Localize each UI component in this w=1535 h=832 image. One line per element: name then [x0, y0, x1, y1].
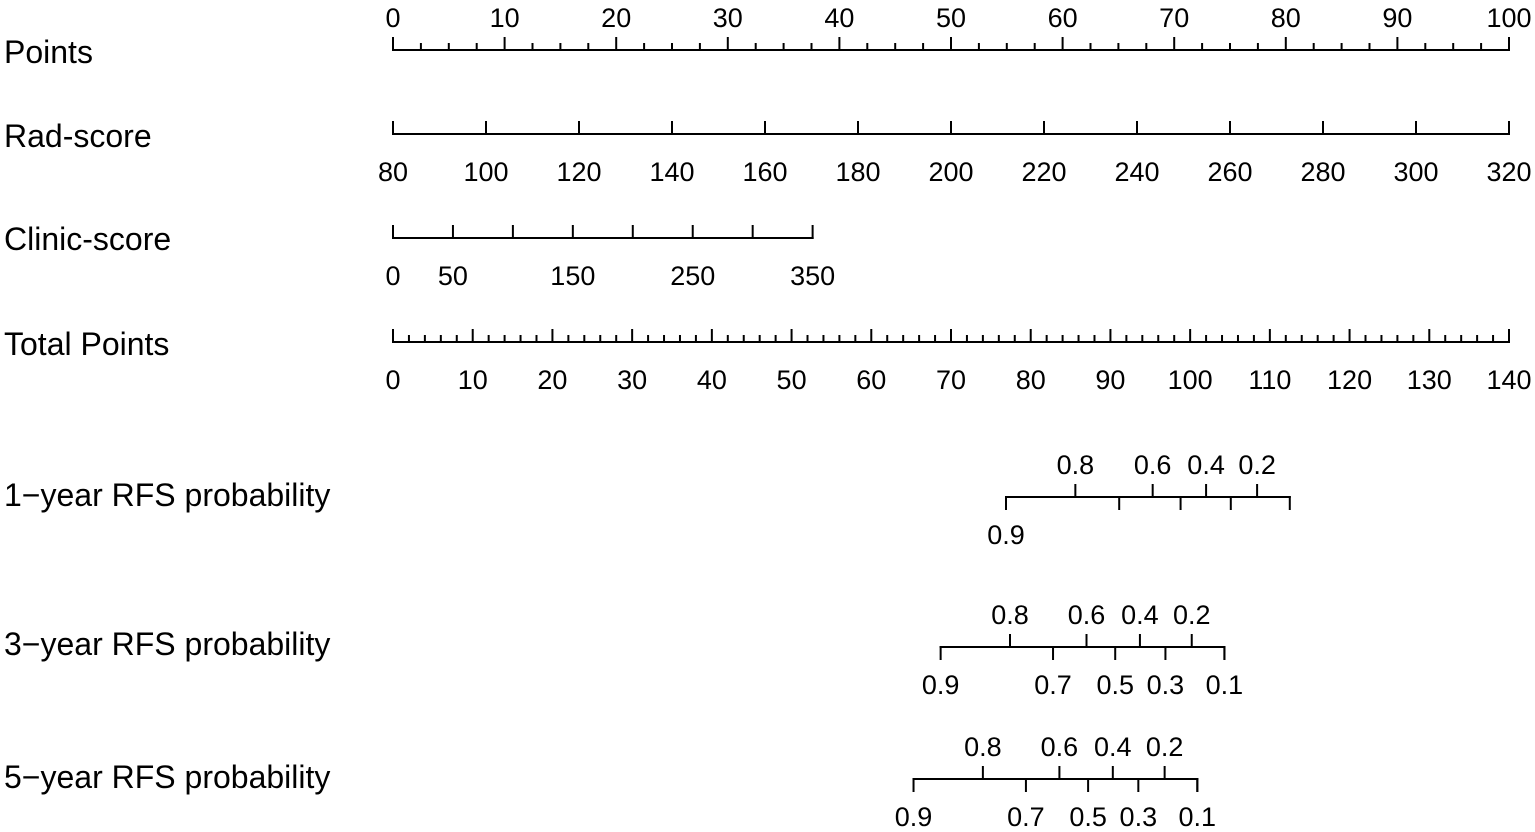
points-scale: 0 10 20 30 40 50 60 70 80 90 100 — [385, 3, 1532, 51]
total-points-tick-label: 120 — [1327, 365, 1372, 395]
clinic-score-tick-label: 350 — [790, 261, 835, 291]
rad-score-tick-label: 200 — [928, 157, 973, 187]
rfs-3-year-tick-label: 0.5 — [1096, 670, 1134, 700]
points-tick-label: 40 — [824, 3, 854, 33]
total-points-tick-label: 0 — [385, 365, 400, 395]
total-points-tick-label: 110 — [1248, 365, 1291, 395]
rfs-3-year-tick-label: 0.6 — [1068, 600, 1106, 630]
rad-score-tick-label: 100 — [463, 157, 508, 187]
points-tick-label: 0 — [385, 3, 400, 33]
rfs-3-year-tick-label: 0.9 — [922, 670, 960, 700]
rfs-3-year-tick-label: 0.4 — [1121, 600, 1159, 630]
points-row-label: Points — [4, 34, 93, 70]
rfs-1-year-tick-label: 0.8 — [1057, 450, 1095, 480]
total-points-scale: 0 10 20 30 40 50 60 70 80 90 100 110 120 130 140 — [385, 329, 1532, 395]
rfs-3-year-row-label: 3−year RFS probability — [4, 626, 330, 662]
rad-score-tick-label: 180 — [835, 157, 880, 187]
rfs-3-year-tick-label: 0.1 — [1206, 670, 1244, 700]
clinic-score-row: Clinic-score 0 50 150 250 350 — [4, 221, 835, 291]
total-points-row-label: Total Points — [4, 326, 169, 362]
rfs-3-year-tick-label: 0.8 — [991, 600, 1029, 630]
rfs-5-year-row: 5−year RFS probability 0.90.80.70.60.50.… — [4, 732, 1216, 832]
rad-score-tick-label: 80 — [378, 157, 408, 187]
total-points-tick-label: 60 — [856, 365, 886, 395]
points-tick-label: 10 — [490, 3, 520, 33]
rfs-5-year-tick-label: 0.3 — [1120, 802, 1158, 832]
points-tick-label: 60 — [1048, 3, 1078, 33]
rfs-5-year-tick-label: 0.9 — [895, 802, 933, 832]
rad-score-row: Rad-score 80 100 120 140 160 180 200 220 240 260 2… — [4, 118, 1532, 187]
points-tick-label: 80 — [1271, 3, 1301, 33]
clinic-score-tick-label: 0 — [385, 261, 400, 291]
rfs-1-year-tick-label: 0.6 — [1134, 450, 1172, 480]
total-points-tick-label: 50 — [777, 365, 807, 395]
total-points-tick-label: 10 — [458, 365, 488, 395]
total-points-row: Total Points 0 10 20 30 40 50 60 70 80 90 100 110 12… — [4, 326, 1532, 395]
rfs-5-year-tick-label: 0.6 — [1041, 732, 1079, 762]
total-points-tick-label: 130 — [1407, 365, 1452, 395]
points-row: Points 0 10 20 30 40 50 60 70 80 90 100 — [4, 3, 1532, 70]
rfs-5-year-tick-label: 0.4 — [1094, 732, 1132, 762]
clinic-score-tick-label: 150 — [550, 261, 595, 291]
points-tick-label: 30 — [713, 3, 743, 33]
clinic-score-tick-label: 250 — [670, 261, 715, 291]
total-points-tick-label: 100 — [1168, 365, 1213, 395]
rfs-5-year-tick-label: 0.8 — [964, 732, 1002, 762]
rfs-5-year-tick-label: 0.7 — [1007, 802, 1045, 832]
rfs-5-year-tick-label: 0.2 — [1146, 732, 1184, 762]
points-tick-label: 50 — [936, 3, 966, 33]
rfs-1-year-tick-label: 0.2 — [1238, 450, 1276, 480]
total-points-tick-label: 140 — [1486, 365, 1531, 395]
clinic-score-tick-label: 50 — [438, 261, 468, 291]
points-tick-label: 90 — [1382, 3, 1412, 33]
rfs-5-year-tick-label: 0.5 — [1069, 802, 1107, 832]
rfs-1-year-row: 1−year RFS probability 0.9 0.8 0.6 0.4 0.2 — [4, 450, 1291, 550]
rad-score-tick-label: 300 — [1393, 157, 1438, 187]
rad-score-tick-label: 320 — [1486, 157, 1531, 187]
rfs-1-year-tick-label: 0.9 — [987, 520, 1025, 550]
points-tick-label: 100 — [1486, 3, 1531, 33]
rfs-1-year-scale: 0.9 0.8 0.6 0.4 0.2 — [987, 450, 1291, 550]
rad-score-tick-label: 160 — [742, 157, 787, 187]
total-points-tick-label: 40 — [697, 365, 727, 395]
points-tick-label: 70 — [1159, 3, 1189, 33]
clinic-score-scale: 0 50 150 250 350 — [385, 225, 835, 291]
rad-score-tick-label: 240 — [1114, 157, 1159, 187]
rfs-1-year-row-label: 1−year RFS probability — [4, 477, 330, 513]
total-points-tick-label: 80 — [1016, 365, 1046, 395]
rfs-3-year-tick-label: 0.2 — [1173, 600, 1211, 630]
total-points-tick-label: 20 — [537, 365, 567, 395]
rfs-3-year-scale: 0.9 0.8 0.7 0.6 0.5 0.4 0.3 0.2 0.1 — [922, 600, 1243, 700]
total-points-tick-label: 70 — [936, 365, 966, 395]
total-points-tick-label: 90 — [1095, 365, 1125, 395]
rfs-5-year-tick-label: 0.1 — [1179, 802, 1217, 832]
rad-score-row-label: Rad-score — [4, 118, 152, 154]
rad-score-tick-label: 120 — [556, 157, 601, 187]
rfs-1-year-tick-label: 0.4 — [1187, 450, 1225, 480]
points-tick-label: 20 — [601, 3, 631, 33]
rfs-5-year-scale: 0.9 0.8 0.7 0.6 0.5 0.4 0.3 0.2 0.1 — [895, 732, 1216, 832]
rfs-5-year-row-label: 5−year RFS probability — [4, 759, 330, 795]
rfs-3-year-tick-label: 0.3 — [1147, 670, 1185, 700]
rad-score-tick-label: 260 — [1207, 157, 1252, 187]
rfs-3-year-tick-label: 0.7 — [1034, 670, 1072, 700]
clinic-score-row-label: Clinic-score — [4, 221, 171, 257]
rad-score-tick-label: 280 — [1300, 157, 1345, 187]
rfs-3-year-row: 3−year RFS probability 0.90.80.70.60.50.… — [4, 600, 1243, 700]
rad-score-tick-label: 140 — [649, 157, 694, 187]
rad-score-scale: 80 100 120 140 160 180 200 220 240 260 280 300 320 — [378, 121, 1532, 187]
rad-score-tick-label: 220 — [1021, 157, 1066, 187]
total-points-tick-label: 30 — [617, 365, 647, 395]
